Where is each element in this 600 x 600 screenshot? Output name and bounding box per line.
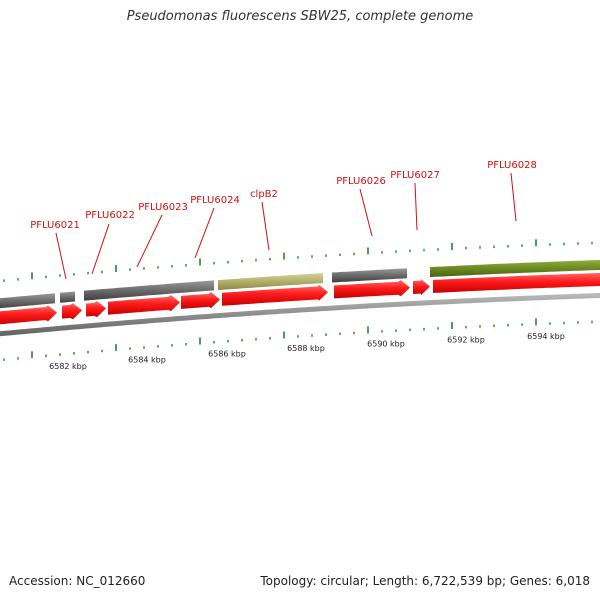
gene-label: PFLU6028: [487, 160, 537, 171]
gene-label-leader: [261, 201, 270, 251]
cds-arrow: [86, 301, 106, 318]
gene-label-leader: [91, 223, 110, 275]
gene-label: PFLU6027: [390, 170, 440, 181]
genome-backbone: [0, 293, 600, 337]
scale-label: 6592 kbp: [447, 335, 485, 344]
gene-feature: [332, 268, 407, 283]
gene-label: PFLU6022: [85, 210, 135, 221]
gene-label-leader: [194, 207, 215, 259]
cds-arrow: [334, 280, 410, 299]
gene-label-leader: [55, 232, 67, 280]
scale-label: 6584 kbp: [128, 356, 166, 365]
gene-label: PFLU6021: [30, 220, 80, 231]
scale-label: 6586 kbp: [208, 349, 246, 358]
gene-label: PFLU6024: [190, 195, 240, 206]
genome-title: Pseudomonas fluorescens SBW25, complete …: [126, 9, 474, 24]
cds-arrow: [181, 292, 220, 309]
gene-label-leader: [510, 172, 517, 222]
gene-feature: [218, 273, 323, 291]
cds-arrow: [108, 295, 180, 315]
accession-text: Accession: NC_012660: [9, 574, 146, 588]
gene-label: PFLU6026: [336, 176, 386, 187]
gene-feature: [430, 260, 600, 278]
cds-arrow: [62, 303, 82, 320]
gene-label: PFLU6023: [138, 202, 188, 213]
cds-arrow: [413, 279, 430, 296]
gene-feature: [0, 293, 55, 309]
cds-arrow: [0, 305, 57, 325]
gene-label: clpB2: [250, 189, 278, 200]
cds-arrow: [222, 284, 328, 306]
gene-label-leader: [414, 182, 418, 231]
gene-feature: [60, 291, 75, 303]
scale-label: 6588 kbp: [287, 344, 325, 353]
scale-label: 6594 kbp: [527, 332, 565, 341]
scale-label: 6582 kbp: [49, 362, 87, 371]
cds-arrow: [433, 272, 600, 293]
gene-label-leader: [136, 214, 163, 268]
gene-feature: [84, 280, 214, 301]
gene-label-leader: [359, 188, 373, 237]
scale-label: 6590 kbp: [367, 339, 405, 348]
genome-summary-text: Topology: circular; Length: 6,722,539 bp…: [260, 574, 590, 588]
